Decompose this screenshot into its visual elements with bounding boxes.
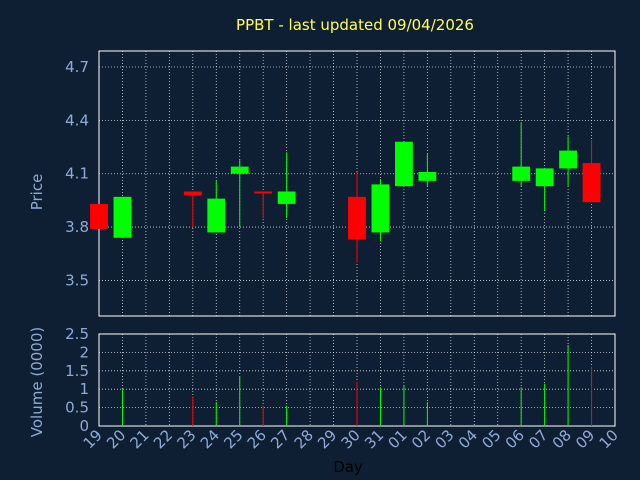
day-tick-label: 06 [502,426,528,452]
volume-tick-label: 1 [79,380,89,398]
candle-body [207,198,226,233]
price-tick-label: 4.7 [65,58,89,76]
day-tick-label: 20 [103,426,129,452]
day-tick-label: 29 [314,426,340,452]
day-tick-label: 01 [385,426,411,452]
candle-body [254,191,273,194]
day-tick-label: 31 [361,426,387,452]
day-tick-label: 07 [525,426,551,452]
volume-axis-label: Volume (0000) [28,327,46,437]
day-axis-label: Day [333,458,363,476]
volume-tick-label: 2 [79,343,89,361]
day-tick-label: 08 [549,426,575,452]
price-tick-label: 4.4 [65,111,89,129]
candle-body [512,166,531,181]
day-tick-label: 26 [244,426,270,452]
volume-tick-label: 2.5 [65,325,89,343]
volume-tick-label: 1.5 [65,362,89,380]
candle-body [113,196,132,238]
day-tick-label: 09 [572,426,598,452]
day-tick-label: 24 [197,426,223,452]
candle-body [582,163,601,203]
candle-body [230,166,249,174]
day-tick-label: 03 [431,426,457,452]
candle-body [535,168,554,187]
day-tick-label: 22 [150,426,176,452]
day-tick-label: 27 [267,426,293,452]
chart-title: PPBT - last updated 09/04/2026 [236,16,474,34]
day-tick-label: 28 [291,426,317,452]
day-tick-label: 04 [455,426,481,452]
candle-body [371,184,390,233]
price-tick-label: 4.1 [65,165,89,183]
candle-body [559,150,578,169]
day-tick-label: 25 [220,426,246,452]
day-tick-label: 05 [478,426,504,452]
price-tick-label: 3.5 [65,271,89,289]
candle-body [277,191,296,204]
day-tick-label: 02 [408,426,434,452]
volume-tick-label: 0.5 [65,399,89,417]
volume-tick-label: 0 [79,417,89,435]
candle-body [418,171,437,181]
day-tick-label: 23 [173,426,199,452]
day-tick-label: 21 [127,426,153,452]
price-axis-label: Price [28,174,46,211]
candle-body [183,191,202,196]
candle-body [394,141,413,187]
price-tick-label: 3.8 [65,218,89,236]
day-tick-label: 30 [338,426,364,452]
candle-body [90,203,108,229]
day-tick-label: 10 [596,426,622,452]
candle-body [348,196,366,240]
